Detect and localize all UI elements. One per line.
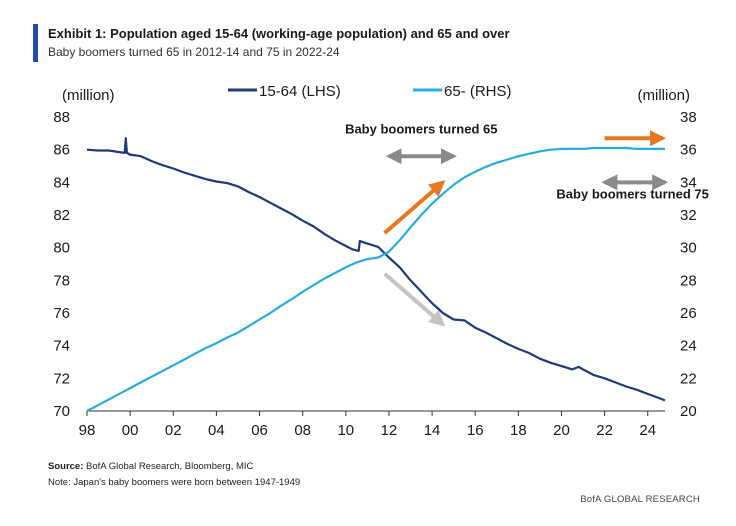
y-right-tick-label: 28 (680, 272, 697, 289)
annotation-label: Baby boomers turned 75 (556, 187, 708, 202)
source-text: BofA Global Research, Bloomberg, MIC (83, 461, 254, 472)
y-right-tick-label: 24 (680, 338, 697, 355)
y-right-tick-label: 38 (680, 109, 697, 126)
y-left-tick-label: 74 (53, 338, 70, 355)
x-tick-label: 18 (510, 422, 527, 439)
x-tick-label: 20 (553, 422, 570, 439)
x-tick-label: 12 (381, 422, 398, 439)
title-accent-bar (33, 24, 38, 62)
source-note: Source: BofA Global Research, Bloomberg,… (48, 461, 253, 472)
chart-subtitle: Baby boomers turned 65 in 2012-14 and 75… (48, 45, 340, 59)
legend-label-rhs: 65- (RHS) (444, 83, 512, 100)
y-left-axis-label: (million) (62, 87, 115, 104)
y-left-tick-label: 80 (53, 240, 70, 257)
x-tick-label: 24 (639, 422, 656, 439)
y-left-tick-label: 78 (53, 272, 70, 289)
y-left-tick-label: 88 (53, 109, 70, 126)
y-left-tick-label: 72 (53, 370, 70, 387)
y-right-tick-label: 20 (680, 403, 697, 420)
y-right-tick-label: 30 (680, 240, 697, 257)
brand-label: BofA GLOBAL RESEARCH (580, 494, 700, 505)
legend-label-lhs: 15-64 (LHS) (259, 83, 341, 100)
y-right-tick-label: 34 (680, 174, 697, 191)
source-label: Source: (48, 461, 84, 472)
x-tick-label: 08 (294, 422, 311, 439)
x-tick-label: 14 (424, 422, 441, 439)
x-tick-label: 22 (596, 422, 613, 439)
y-left-tick-label: 86 (53, 142, 70, 159)
chart-title: Exhibit 1: Population aged 15-64 (workin… (48, 26, 510, 41)
x-tick-label: 02 (165, 422, 182, 439)
y-right-tick-label: 32 (680, 207, 697, 224)
series-line-65-plus (86, 146, 665, 412)
annotation-label: Baby boomers turned 65 (345, 121, 497, 136)
series-line-15-64 (86, 137, 666, 402)
y-left-tick-label: 82 (53, 207, 70, 224)
x-tick-label: 06 (251, 422, 268, 439)
y-left-tick-label: 76 (53, 305, 70, 322)
x-tick-label: 00 (122, 422, 139, 439)
y-left-tick-label: 84 (53, 174, 70, 191)
y-right-tick-label: 22 (680, 370, 697, 387)
x-tick-label: 16 (467, 422, 484, 439)
arrow-light_grey (383, 272, 446, 327)
y-right-axis-label: (million) (638, 87, 691, 104)
x-tick-label: 04 (208, 422, 225, 439)
x-tick-label: 98 (79, 422, 96, 439)
arrow-orange (383, 180, 446, 235)
y-left-tick-label: 70 (53, 403, 70, 420)
y-right-tick-label: 36 (680, 142, 697, 159)
x-tick-label: 10 (337, 422, 354, 439)
y-right-tick-label: 26 (680, 305, 697, 322)
footnote: Note: Japan's baby boomers were born bet… (48, 477, 301, 488)
